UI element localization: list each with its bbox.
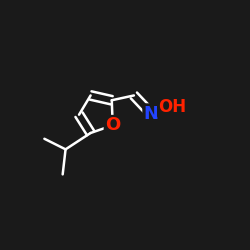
- Text: N: N: [144, 105, 159, 123]
- Text: OH: OH: [158, 98, 186, 116]
- Text: O: O: [105, 116, 120, 134]
